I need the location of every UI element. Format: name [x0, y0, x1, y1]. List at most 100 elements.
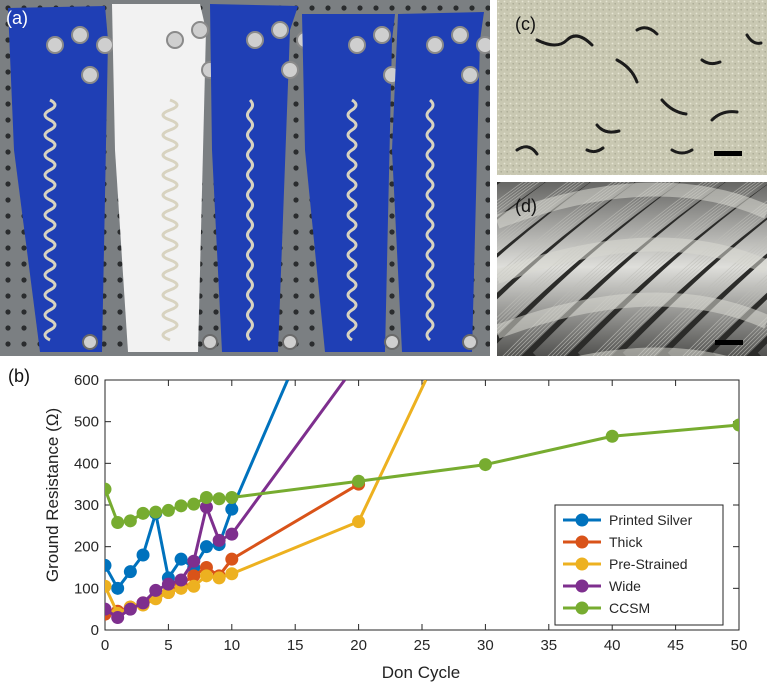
legend-label: Printed Silver: [609, 512, 693, 528]
data-point: [225, 527, 239, 541]
x-tick-label: 45: [667, 637, 684, 654]
snap-electrode: [451, 26, 469, 44]
y-tick-label: 500: [74, 414, 99, 431]
snap-electrode: [246, 31, 264, 49]
panel-label-c: (c): [515, 14, 536, 34]
sleeve: [8, 6, 108, 352]
snap-electrode: [348, 36, 366, 54]
data-point: [212, 571, 226, 585]
panel-label-d: (d): [515, 196, 537, 216]
snap-electrode: [46, 36, 64, 54]
x-tick-label: 5: [164, 637, 172, 654]
legend-entry: CCSM: [563, 600, 650, 616]
data-point: [478, 458, 492, 472]
sleeve: [112, 4, 206, 352]
y-tick-label: 0: [91, 622, 99, 639]
y-tick-label: 100: [74, 580, 99, 597]
y-tick-label: 600: [74, 372, 99, 389]
sleeve: [302, 14, 395, 352]
serpentine-trace: [246, 98, 254, 342]
snap-electrode: [71, 26, 89, 44]
x-tick-label: 50: [731, 637, 748, 654]
data-point: [174, 499, 188, 513]
x-tick-label: 40: [604, 637, 621, 654]
snap-electrode: [96, 36, 114, 54]
data-point: [199, 540, 213, 554]
snap-electrode: [384, 334, 400, 350]
y-axis-label: Ground Resistance (Ω): [43, 408, 62, 582]
sleeves-photo-illustration: [0, 0, 490, 356]
snap-electrode: [281, 61, 299, 79]
snap-electrode: [81, 66, 99, 84]
x-tick-label: 20: [350, 637, 367, 654]
y-tick-label: 400: [74, 455, 99, 472]
serpentine-trace: [346, 98, 358, 342]
data-point: [605, 429, 619, 443]
data-point: [149, 583, 163, 597]
snap-electrode: [202, 334, 218, 350]
data-point: [105, 558, 112, 572]
data-point: [199, 569, 213, 583]
series-ccsm: [105, 418, 739, 529]
micrograph-d-illustration: [497, 182, 767, 356]
snap-electrode: [373, 26, 391, 44]
x-axis-label: Don Cycle: [382, 663, 460, 682]
sleeve: [392, 12, 484, 352]
data-point: [123, 565, 137, 579]
data-point: [187, 554, 201, 568]
data-point: [111, 516, 125, 529]
data-point: [225, 491, 239, 504]
data-point: [225, 552, 239, 566]
x-tick-label: 30: [477, 637, 494, 654]
data-point: [225, 567, 239, 581]
snap-electrode: [82, 334, 98, 350]
x-tick-label: 25: [414, 637, 431, 654]
data-point: [161, 503, 175, 517]
snap-electrode: [191, 21, 209, 39]
legend-entry: Thick: [563, 534, 643, 550]
x-tick-label: 0: [101, 637, 109, 654]
micrograph-printed-silver: (c): [497, 0, 767, 175]
series-wide: [105, 380, 346, 624]
data-point: [225, 502, 239, 516]
data-point: [187, 569, 201, 583]
data-point: [732, 418, 739, 432]
legend-entry: Wide: [563, 578, 641, 594]
data-point: [212, 492, 226, 506]
snap-electrode: [282, 334, 298, 350]
serpentine-trace: [425, 98, 435, 342]
snap-electrode: [462, 334, 478, 350]
data-point: [352, 474, 366, 488]
micrograph-c-illustration: [497, 0, 767, 175]
data-point: [136, 506, 150, 520]
serpentine-trace: [161, 98, 179, 342]
data-point: [123, 514, 137, 528]
data-point: [199, 491, 213, 504]
snap-electrode: [271, 21, 289, 39]
data-point: [111, 611, 125, 624]
panel-label-a: (a): [6, 8, 28, 28]
resistance-chart: (b) 0 5 10 15 20 25 30 35 40 45 50 0 100 200 300 400 500…: [0, 360, 767, 683]
data-point: [199, 500, 213, 514]
y-tick-label: 200: [74, 539, 99, 556]
legend-entry: Printed Silver: [563, 512, 693, 528]
data-point: [136, 596, 150, 610]
micrograph-braided-wire: (d): [497, 182, 767, 356]
snap-electrode: [166, 31, 184, 49]
snap-electrode: [461, 66, 479, 84]
x-tick-label: 10: [223, 637, 240, 654]
series-line: [105, 380, 428, 615]
data-point: [174, 552, 188, 566]
photo-sleeves: (a): [0, 0, 490, 356]
legend-label: CCSM: [609, 600, 650, 616]
serpentine-trace: [43, 98, 57, 342]
sleeve: [210, 4, 298, 352]
series-pre-strained: [105, 380, 428, 620]
data-point: [187, 579, 201, 593]
data-point: [149, 505, 163, 519]
chart-svg: 0 5 10 15 20 25 30 35 40 45 500100200300400500600 …: [43, 372, 748, 682]
data-point: [174, 573, 188, 587]
data-point: [105, 579, 112, 593]
data-point: [105, 482, 112, 496]
data-point: [352, 515, 366, 529]
